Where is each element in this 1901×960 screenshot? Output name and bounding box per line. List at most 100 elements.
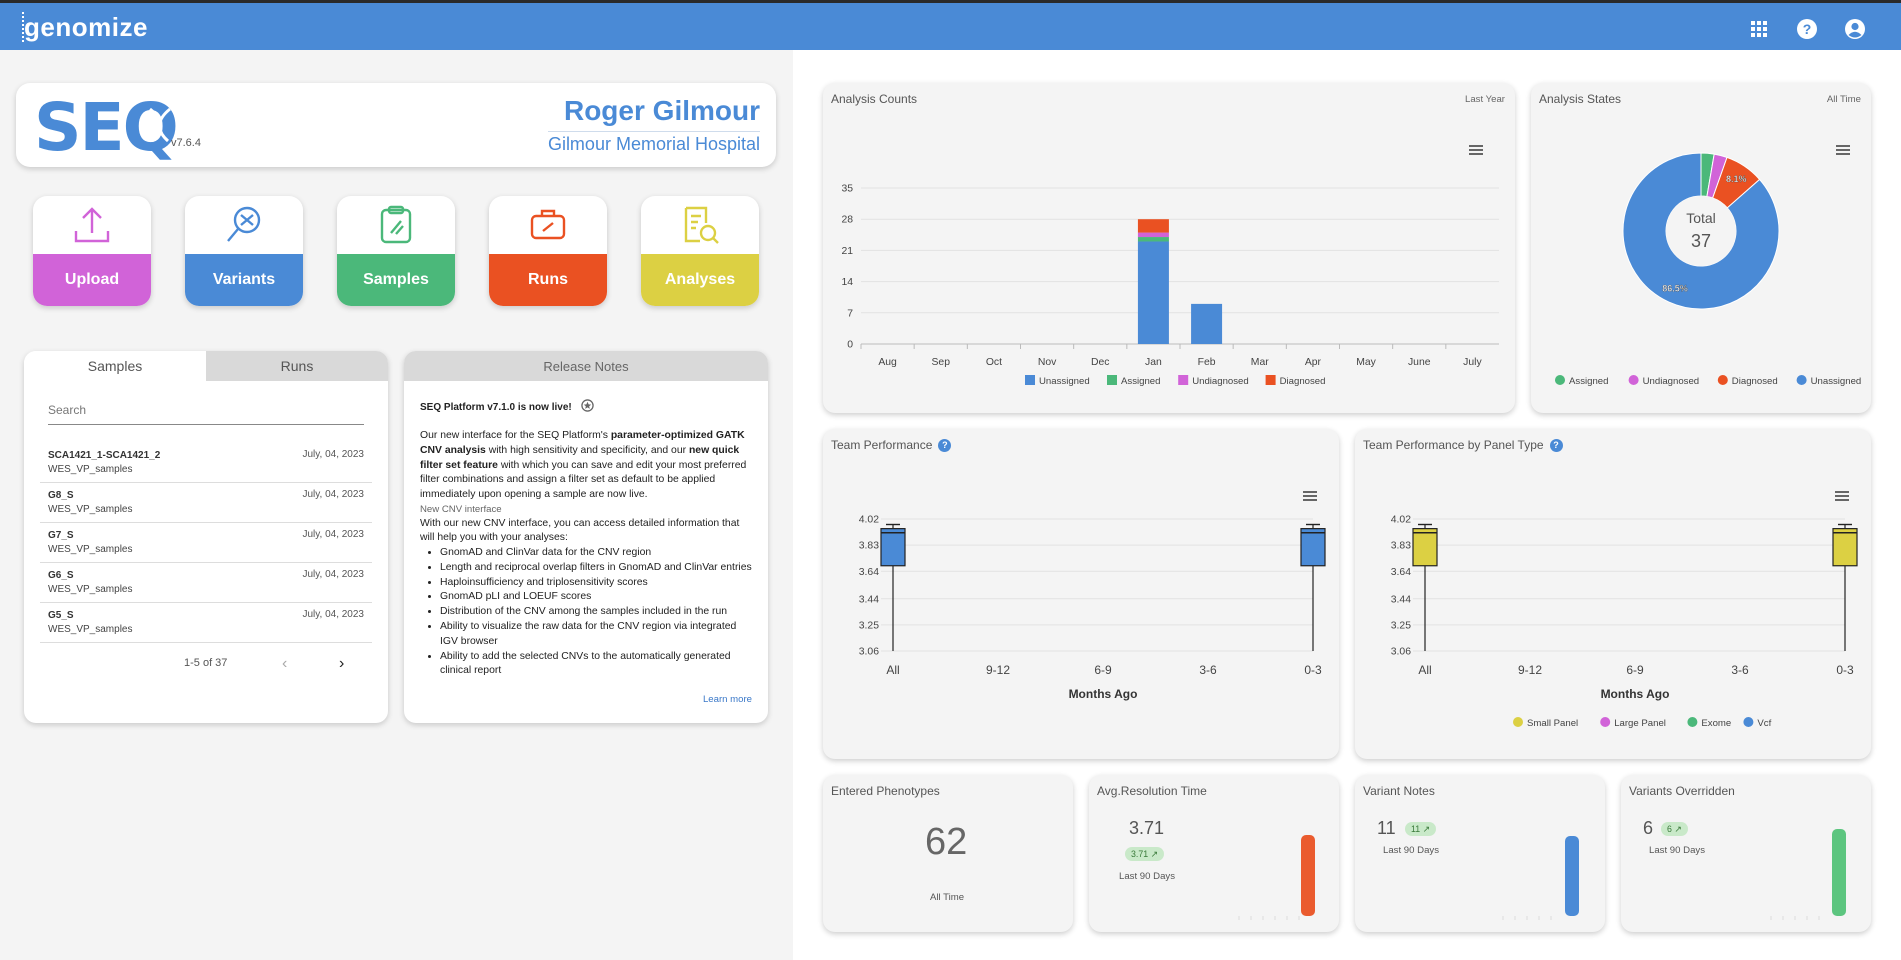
legend-label: Large Panel (1614, 718, 1666, 729)
team-performance-title: Team Performance (831, 438, 933, 452)
box (1300, 528, 1326, 567)
top-bar: genomize ? (0, 0, 1901, 50)
samples-tile[interactable]: Samples (337, 196, 455, 306)
sample-date: July, 04, 2023 (302, 609, 364, 620)
chevron-right-icon[interactable]: › (339, 655, 345, 672)
sample-desc: WES_VP_samples (48, 504, 133, 515)
variant-notes-card: Variant Notes 11 11 ↗ Last 90 Days (1355, 775, 1605, 932)
stat-subtitle: Last 90 Days (1383, 845, 1439, 856)
account-icon[interactable] (1843, 17, 1867, 41)
help-icon[interactable]: ? (1795, 17, 1819, 41)
chart-menu-icon[interactable] (1303, 491, 1317, 501)
sparkbar (1770, 829, 1846, 920)
stat-title: Avg.Resolution Time (1097, 784, 1207, 798)
legend-label: Unassigned (1811, 376, 1862, 387)
sample-date: July, 04, 2023 (302, 569, 364, 580)
x-tick-label: All (886, 663, 899, 677)
runs-tile-label: Runs (489, 254, 607, 306)
apps-grid-icon[interactable] (1747, 17, 1771, 41)
sample-name: G8_S (48, 490, 74, 501)
legend-swatch (1717, 375, 1728, 385)
learn-more-link[interactable]: Learn more (702, 694, 752, 705)
y-tick-label: 28 (841, 215, 853, 226)
genomize-logo[interactable]: genomize (24, 12, 148, 42)
y-tick-label: 3.64 (859, 567, 879, 578)
y-tick-label: 3.83 (1391, 541, 1411, 552)
legend-swatch (1265, 375, 1276, 385)
x-tick-label: 0-3 (1304, 663, 1322, 677)
list-item[interactable]: G5_S WES_VP_samples July, 04, 2023 (40, 603, 372, 643)
sample-name: G6_S (48, 570, 74, 581)
sample-name: G7_S (48, 530, 74, 541)
sample-desc: WES_VP_samples (48, 544, 133, 555)
box (880, 528, 906, 567)
pagination: 1-5 of 37 ‹ › (24, 655, 388, 677)
x-tick-label: 3-6 (1731, 663, 1749, 677)
list-item[interactable]: G7_S WES_VP_samples July, 04, 2023 (40, 523, 372, 563)
analyses-tile[interactable]: Analyses (641, 196, 759, 306)
release-text: with high sensitivity and specificity, a… (485, 444, 689, 456)
legend-label: Undiagnosed (1192, 376, 1249, 387)
sample-desc: WES_VP_samples (48, 584, 133, 595)
legend-swatch (1178, 375, 1189, 385)
x-tick-label: June (1408, 357, 1431, 368)
list-item[interactable]: SCA1421_1-SCA1421_2 WES_VP_samples July,… (40, 443, 372, 483)
svg-text:?: ? (1803, 21, 1812, 37)
chart-menu-icon[interactable] (1469, 145, 1483, 155)
chevron-left-icon[interactable]: ‹ (282, 655, 288, 672)
analysis-counts-title: Analysis Counts (831, 92, 918, 106)
bar-segment (1137, 232, 1169, 238)
x-tick-label: Jan (1145, 357, 1162, 368)
release-paragraph-2: With our new CNV interface, you can acce… (420, 517, 740, 544)
box (1832, 528, 1858, 567)
chart-menu-icon[interactable] (1835, 491, 1849, 501)
list-item[interactable]: G8_S WES_VP_samples July, 04, 2023 (40, 483, 372, 523)
x-tick-label: Dec (1091, 357, 1109, 368)
x-tick-label: Mar (1251, 357, 1269, 368)
list-item: Ability to add the selected CNVs to the … (440, 650, 752, 680)
y-tick-label: 3.25 (1391, 620, 1411, 631)
y-tick-label: 3.83 (859, 541, 879, 552)
search-input[interactable]: Search (48, 403, 364, 425)
donut-hole (1666, 196, 1736, 266)
legend-swatch (1513, 717, 1523, 727)
y-tick-label: 14 (841, 277, 853, 288)
analysis-states-range: All Time (1826, 94, 1861, 105)
logo-dots (22, 12, 25, 42)
spark-bar (1565, 836, 1579, 916)
x-tick-label: Aug (878, 357, 897, 368)
release-subhead: New CNV interface (420, 504, 502, 516)
legend-label: Unassigned (1039, 376, 1090, 387)
help-icon[interactable]: ? (1549, 439, 1563, 452)
release-headline: SEQ Platform v7.1.0 is now live! (420, 402, 572, 413)
seq-version: v7.6.4 (171, 137, 201, 149)
left-column: SEQ v7.6.4 Roger Gilmour Gilmour Memoria… (0, 50, 793, 960)
variants-overridden-card: Variants Overridden 6 6 ↗ Last 90 Days (1621, 775, 1871, 932)
bar-segment (1137, 219, 1169, 233)
stat-title: Entered Phenotypes (831, 784, 940, 798)
variants-tile[interactable]: Variants (185, 196, 303, 306)
right-column: Analysis Counts Last Year 0 7 14 21 28 35 Aug S… (793, 50, 1901, 960)
legend-swatch (1107, 375, 1117, 385)
y-tick-label: 3.44 (1391, 594, 1411, 605)
help-icon[interactable]: ? (938, 439, 952, 452)
chart-menu-icon[interactable] (1836, 145, 1850, 155)
sparkbar (1502, 836, 1579, 920)
sample-date: July, 04, 2023 (302, 529, 364, 540)
tab-samples[interactable]: Samples (24, 351, 206, 381)
runs-tile[interactable]: Runs (489, 196, 607, 306)
sample-name: G5_S (48, 610, 74, 621)
tab-runs[interactable]: Runs (206, 351, 388, 381)
release-notes-card: Release Notes SEQ Platform v7.1.0 is now… (404, 351, 768, 723)
list-item[interactable]: G6_S WES_VP_samples July, 04, 2023 (40, 563, 372, 603)
stat-value: 11 (1377, 818, 1396, 838)
legend-label: Assigned (1569, 376, 1608, 387)
release-text-bold: new quick filter set feature (420, 444, 740, 471)
list-item: GnomAD pLI and LOEUF scores (440, 590, 752, 605)
upload-tile[interactable]: Upload (33, 196, 151, 306)
analyses-tile-label: Analyses (641, 254, 759, 306)
donut-total-label: Total (1686, 210, 1716, 226)
legend-label: Undiagnosed (1643, 376, 1700, 387)
release-notes-title: Release Notes (404, 351, 768, 381)
x-tick-label: Apr (1305, 357, 1322, 368)
